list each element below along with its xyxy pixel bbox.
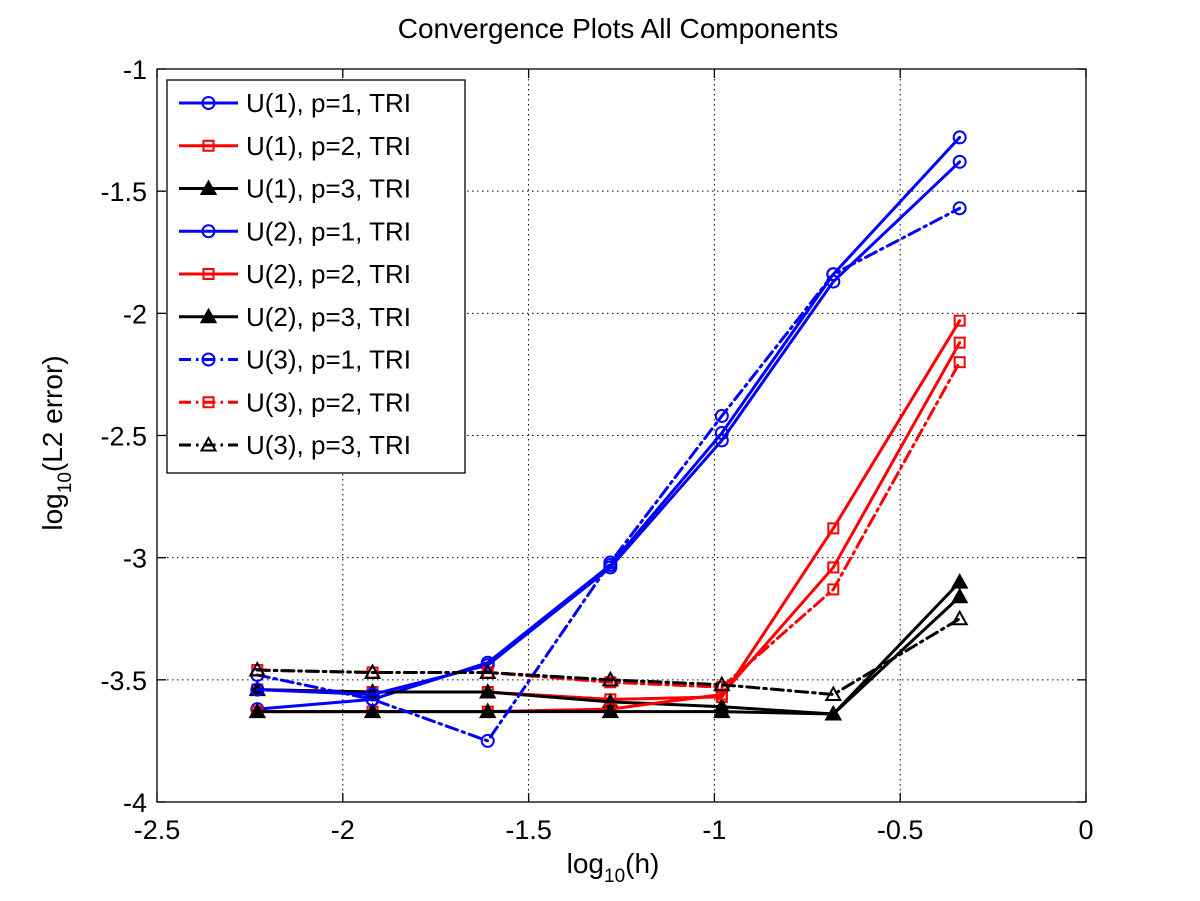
legend-label: U(3), p=3, TRI <box>246 430 411 460</box>
legend-marker <box>202 268 215 280</box>
x-axis-label-prefix: log <box>567 848 604 879</box>
data-point <box>827 583 840 596</box>
y-tick-label: -3.5 <box>100 666 147 696</box>
data-point <box>248 661 267 677</box>
data-point <box>950 587 969 604</box>
legend-label: U(2), p=3, TRI <box>246 302 411 332</box>
y-axis-label: log10(L2 error) <box>37 355 76 530</box>
data-point <box>952 201 967 216</box>
chart-title: Convergence Plots All Components <box>398 13 838 44</box>
legend-label: U(1), p=2, TRI <box>246 131 411 161</box>
data-point <box>479 683 497 699</box>
legend-item-4: U(2), p=1, TRI <box>179 216 411 246</box>
legend-marker <box>201 96 216 110</box>
x-tick-label: -1.5 <box>505 815 552 845</box>
legend-marker <box>201 224 216 239</box>
data-point <box>714 408 729 423</box>
legend-item-3: U(1), p=3, TRI <box>179 174 411 204</box>
y-axis-label-prefix: log <box>37 493 68 530</box>
data-point <box>713 675 731 692</box>
data-point <box>248 702 267 719</box>
legend-label: U(1), p=1, TRI <box>246 88 411 118</box>
data-point <box>953 336 966 349</box>
legend-item-9: U(3), p=3, TRI <box>179 430 411 460</box>
data-point <box>952 130 967 145</box>
y-tick-label: -2.5 <box>100 422 147 452</box>
data-point <box>827 522 840 535</box>
legend-label: U(2), p=1, TRI <box>246 216 411 246</box>
legend-item-6: U(2), p=3, TRI <box>179 302 411 332</box>
data-point <box>952 154 967 169</box>
series-line <box>255 206 962 743</box>
x-tick-label: -0.5 <box>877 815 924 845</box>
legend-label: U(1), p=3, TRI <box>246 174 411 204</box>
y-axis-label-suffix: (L2 error) <box>37 355 68 472</box>
y-tick-label: -1.5 <box>100 177 147 207</box>
legend-item-5: U(2), p=2, TRI <box>179 259 411 289</box>
x-tick-labels: -2.5 -2 -1.5 -1 -0.5 0 <box>134 815 1094 845</box>
x-axis-label-subscript: 10 <box>604 866 625 887</box>
series-9 <box>248 609 969 701</box>
data-point <box>365 692 380 707</box>
legend-marker <box>201 352 216 367</box>
data-point <box>363 702 382 719</box>
y-axis-label-subscript: 10 <box>55 472 76 493</box>
legend-label: U(3), p=2, TRI <box>246 387 411 417</box>
legend: U(1), p=1, TRI U(1), p=2, TRI U(1), p=3, T… <box>166 79 466 474</box>
legend-marker <box>199 307 218 324</box>
data-point <box>953 314 966 327</box>
y-tick-label: -4 <box>123 788 147 818</box>
x-axis-label: log10(h) <box>567 848 660 887</box>
ticks <box>156 68 1087 803</box>
data-point <box>713 702 731 719</box>
y-tick-label: -3 <box>123 544 147 574</box>
data-point <box>953 356 966 369</box>
legend-item-2: U(1), p=2, TRI <box>179 131 411 161</box>
data-point <box>601 670 620 687</box>
data-point <box>250 682 265 697</box>
data-point <box>479 702 497 719</box>
x-axis-label-suffix: (h) <box>625 848 659 879</box>
legend-item-8: U(3), p=2, TRI <box>179 387 411 417</box>
data-point <box>603 555 618 570</box>
legend-marker <box>202 139 215 152</box>
y-tick-label: -1 <box>123 55 147 85</box>
legend-item-7: U(3), p=1, TRI <box>179 345 411 375</box>
data-point <box>950 609 969 626</box>
data-point <box>826 267 841 282</box>
legend-label: U(2), p=2, TRI <box>246 259 411 289</box>
legend-marker <box>199 179 218 195</box>
series-lines <box>248 130 969 748</box>
series-7 <box>250 201 967 748</box>
series-4 <box>250 154 967 702</box>
x-tick-label: -1 <box>702 815 726 845</box>
legend-item-1: U(1), p=1, TRI <box>179 88 411 118</box>
data-point <box>601 702 620 719</box>
series-line <box>255 617 962 696</box>
data-point <box>824 685 843 701</box>
data-point <box>480 733 495 748</box>
data-point <box>827 561 840 574</box>
series-line <box>255 160 962 696</box>
y-tick-label: -2 <box>123 299 147 329</box>
x-tick-label: -2.5 <box>134 815 181 845</box>
legend-label: U(3), p=1, TRI <box>246 345 411 375</box>
series-6 <box>248 587 969 721</box>
x-tick-label: 0 <box>1078 815 1093 845</box>
legend-marker <box>202 396 215 409</box>
x-tick-label: -2 <box>331 815 355 845</box>
data-point <box>950 573 969 589</box>
data-point <box>479 663 497 680</box>
legend-marker <box>199 435 218 452</box>
y-tick-labels: -4 -3.5 -3 -2.5 -2 -1.5 -1 <box>100 55 147 818</box>
data-point <box>363 663 382 680</box>
data-point <box>824 704 843 721</box>
data-point <box>714 433 729 448</box>
